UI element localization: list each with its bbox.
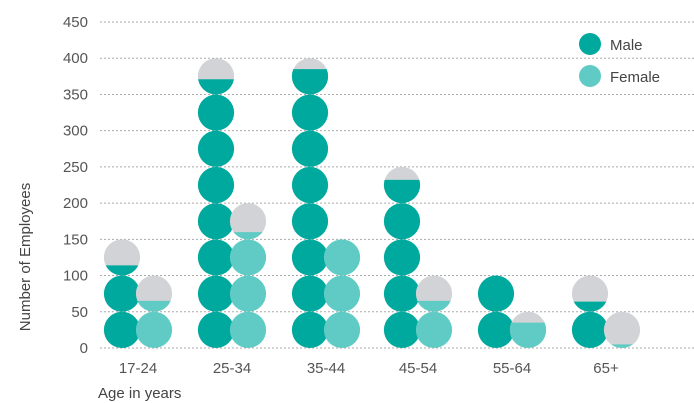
y-tick-label: 400 [63,50,88,67]
x-tick-label: 45-54 [399,360,437,377]
x-axis-ticks: 17-24 25-34 35-44 45-54 55-64 65+ [119,360,619,377]
circle-male-45-54 [383,275,421,312]
circle-male-45-54 [383,239,421,276]
circle-male-25-34 [197,94,235,131]
y-tick-label: 250 [63,159,88,176]
circle-male-45-54 [383,311,421,348]
circle-female-35-44 [323,239,361,276]
circle-female-35-44 [323,275,361,312]
circle-female-55-64 [509,311,547,348]
y-tick-label: 450 [63,14,88,31]
circle-male-25-34 [197,58,235,95]
circle-male-45-54 [383,166,421,204]
y-tick-label: 0 [80,340,88,357]
legend-male-label: Male [610,37,643,54]
circle-female-17-24 [135,311,173,348]
y-tick-label: 350 [63,86,88,103]
circle-male-25-34 [197,311,235,348]
circle-male-65+ [571,311,609,348]
y-tick-label: 100 [63,268,88,285]
grid-lines [100,21,694,349]
y-tick-label: 300 [63,123,88,140]
circle-male-35-44 [291,239,329,276]
circle-male-35-44 [291,275,329,312]
circle-female-35-44 [323,311,361,348]
x-tick-label: 55-64 [493,360,531,377]
circle-female-25-34 [229,239,267,276]
circle-female-25-34 [229,203,267,240]
circle-male-35-44 [291,58,329,95]
circle-male-17-24 [103,275,141,312]
y-tick-label: 200 [63,195,88,212]
circle-male-25-34 [197,130,235,167]
circle-female-65+ [603,311,641,348]
circle-male-35-44 [291,94,329,131]
x-tick-label: 25-34 [213,360,251,377]
x-tick-label: 35-44 [307,360,345,377]
circle-male-35-44 [291,130,329,167]
legend: Male Female [579,33,660,87]
circle-male-35-44 [291,203,329,240]
legend-male-marker [579,33,601,55]
y-tick-label: 50 [71,304,88,321]
circle-female-25-34 [229,311,267,348]
circle-male-45-54 [383,203,421,240]
circle-male-35-44 [291,311,329,348]
y-axis-label: Number of Employees [17,183,34,331]
circle-male-25-34 [197,239,235,276]
circle-male-65+ [571,275,609,312]
x-axis-label: Age in years [98,385,181,402]
circle-male-25-34 [197,203,235,240]
circle-male-25-34 [197,275,235,312]
circle-male-55-64 [477,275,515,312]
x-tick-label: 65+ [593,360,619,377]
legend-female-marker [579,65,601,87]
data-marks [103,58,641,348]
circle-male-55-64 [477,311,515,348]
legend-female-label: Female [610,69,660,86]
y-axis-ticks: 0 50 100 150 200 250 300 350 400 450 [63,14,88,357]
x-tick-label: 17-24 [119,360,157,377]
circle-male-25-34 [197,166,235,204]
circle-male-17-24 [103,239,141,276]
circle-female-25-34 [229,275,267,312]
circle-male-17-24 [103,311,141,348]
circle-female-17-24 [135,275,173,312]
y-tick-label: 150 [63,231,88,248]
circle-female-45-54 [415,311,453,348]
circle-male-35-44 [291,166,329,204]
circle-female-45-54 [415,275,453,312]
